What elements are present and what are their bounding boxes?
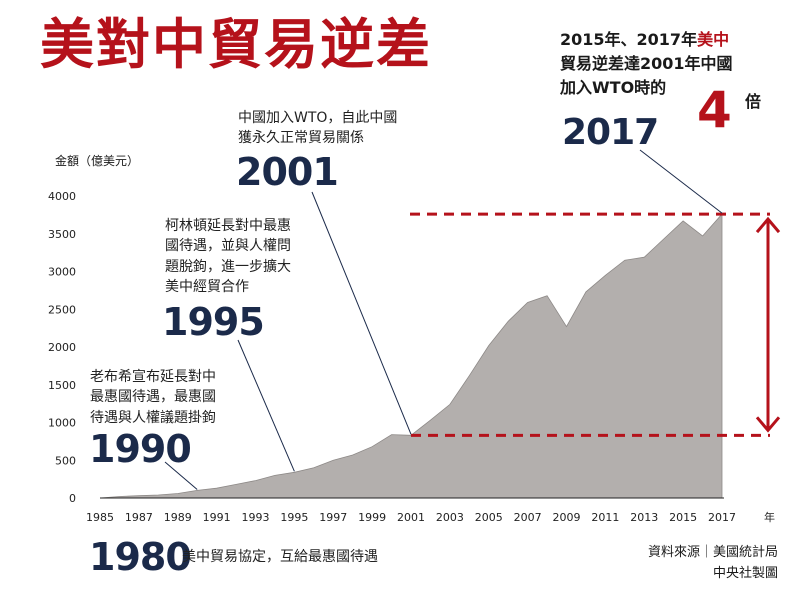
callout-year: 2017 [562, 112, 659, 153]
annotation-1995-line2: 國待遇，並與人權問 [165, 238, 291, 255]
y-ticks: 0 500 1000 1500 2000 2500 3000 3500 4000 [48, 190, 76, 505]
connector-2001 [311, 191, 412, 435]
x-tick-label: 2015 [669, 511, 697, 524]
annotation-1980-year: 1980 [89, 535, 192, 579]
y-axis-label: 金額（億美元） [55, 154, 140, 168]
arrow-head-down [755, 416, 781, 433]
x-tick-label: 2003 [436, 511, 464, 524]
callout-multiplier: 4 [697, 81, 732, 139]
growth-arrow [755, 216, 781, 433]
callout-line2: 貿易逆差達2001年中國 [560, 54, 733, 73]
x-tick-label: 2011 [591, 511, 619, 524]
annotation-1990-line2: 最惠國待遇，最惠國 [90, 389, 216, 406]
y-tick-label: 3500 [48, 228, 76, 241]
annotation-1995-line3: 題脫鉤，進一步擴大 [165, 258, 291, 275]
callout-text: 2015年、2017年美中 貿易逆差達2001年中國 加入WTO時的 [560, 28, 780, 100]
annotation-2001-year: 2001 [236, 150, 339, 194]
x-tick-label: 2005 [475, 511, 503, 524]
annotation-1990-year: 1990 [89, 427, 192, 471]
arrow-head-up [755, 216, 781, 234]
annotation-1995-line1: 柯林頓延長對中最惠 [165, 218, 291, 234]
annotation-2001-text: 中國加入WTO，自此中國 獲永久正常貿易關係 [238, 108, 397, 149]
annotation-1995-year: 1995 [162, 300, 265, 344]
y-tick-label: 3000 [48, 266, 76, 279]
x-tick-label: 1991 [203, 511, 231, 524]
x-ticks: 1985 1987 1989 1991 1993 1995 1997 1999 2001 2003… [86, 511, 736, 524]
y-tick-label: 4000 [48, 190, 76, 203]
callout-multiplier-unit: 倍 [745, 92, 762, 111]
source-line2: 中央社製圖 [712, 565, 778, 581]
connector-1990 [164, 461, 198, 490]
callout-line1: 2015年、2017年 [560, 30, 698, 49]
deficit-area [99, 213, 723, 499]
y-tick-label: 0 [69, 492, 76, 505]
x-tick-label: 1999 [358, 511, 386, 524]
x-tick-label: 2013 [630, 511, 658, 524]
callout-line3: 加入WTO時的 [560, 78, 667, 97]
x-tick-label: 2007 [514, 511, 542, 524]
source-note: 資料來源｜美國統計局 中央社製圖 [648, 543, 778, 585]
annotation-1990-line3: 待遇與人權議題掛鉤 [90, 409, 216, 426]
x-tick-label: 2009 [553, 511, 581, 524]
reference-lines [410, 212, 770, 437]
x-tick-label: 1987 [125, 511, 153, 524]
x-tick-label: 1993 [242, 511, 270, 524]
x-tick-label: 1989 [164, 511, 192, 524]
connector-1995 [237, 339, 295, 472]
x-tick-label: 2001 [397, 511, 425, 524]
annotation-1995-text: 柯林頓延長對中最惠 國待遇，並與人權問 題脫鉤，進一步擴大 美中經貿合作 [165, 216, 291, 297]
x-tick-label: 1985 [86, 511, 114, 524]
y-tick-label: 2500 [48, 303, 76, 316]
annotation-2001-line2: 獲永久正常貿易關係 [238, 130, 364, 147]
annotation-1990-line1: 老布希宣布延長對中 [90, 369, 216, 385]
x-axis-unit: 年 [764, 510, 775, 524]
page-title: 美對中貿易逆差 [40, 13, 432, 76]
y-tick-label: 1000 [48, 417, 76, 430]
connector-2017 [639, 149, 723, 214]
x-tick-label: 1995 [280, 511, 308, 524]
annotation-1995-line4: 美中經貿合作 [165, 278, 249, 295]
callout-highlight: 美中 [697, 30, 730, 49]
annotation-1980-text: 美中貿易協定，互給最惠國待遇 [182, 549, 378, 565]
y-tick-label: 1500 [48, 379, 76, 392]
y-tick-label: 500 [55, 454, 76, 467]
x-tick-label: 1997 [319, 511, 347, 524]
annotation-1990-text: 老布希宣布延長對中 最惠國待遇，最惠國 待遇與人權議題掛鉤 [90, 367, 216, 428]
annotation-connectors [164, 149, 723, 490]
x-tick-label: 2017 [708, 511, 736, 524]
source-line1: 資料來源｜美國統計局 [647, 545, 778, 560]
y-tick-label: 2000 [48, 341, 76, 354]
annotation-2001-line1: 中國加入WTO，自此中國 [238, 110, 398, 126]
